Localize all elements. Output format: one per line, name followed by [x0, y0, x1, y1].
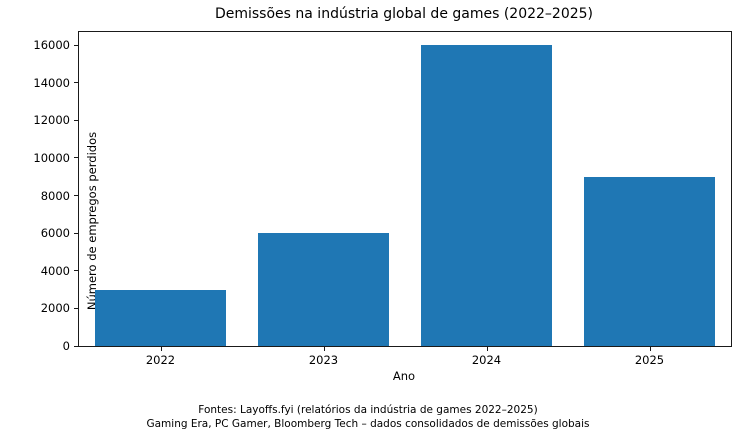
y-tick-label-14000: 14000: [33, 75, 70, 90]
x-tick-label-2024: 2024: [471, 353, 502, 367]
y-tick-label-8000: 8000: [40, 188, 70, 203]
y-tick-label-6000: 6000: [40, 226, 70, 241]
source-footer-line2: Gaming Era, PC Gamer, Bloomberg Tech – d…: [146, 418, 590, 430]
bar-2023: [258, 233, 389, 346]
y-tick-label-4000: 4000: [40, 263, 70, 278]
x-tick-mark-2022: [160, 347, 162, 351]
source-footer: Fontes: Layoffs.fyi (relatórios da indús…: [0, 403, 736, 431]
x-tick-mark-2023: [323, 347, 325, 351]
y-tick-mark-10000: [74, 157, 78, 159]
y-tick-label-0: 0: [62, 339, 70, 353]
y-tick-label-12000: 12000: [33, 113, 70, 128]
y-tick-mark-6000: [74, 232, 78, 234]
x-tick-label-2023: 2023: [308, 353, 339, 367]
bar-2022: [95, 289, 226, 346]
y-tick-label-2000: 2000: [40, 301, 70, 316]
source-footer-line1: Fontes: Layoffs.fyi (relatórios da indús…: [198, 404, 538, 416]
y-tick-mark-2000: [74, 307, 78, 309]
y-tick-mark-4000: [74, 270, 78, 272]
y-tick-mark-8000: [74, 195, 78, 197]
x-tick-mark-2025: [649, 347, 651, 351]
plot-area: Número de empregos perdidos 2022 2023 2024…: [33, 31, 732, 367]
y-tick-label-10000: 10000: [33, 150, 70, 165]
x-axis-label: Ano: [392, 369, 416, 383]
y-tick-label-16000: 16000: [33, 38, 70, 53]
y-tick-mark-16000: [74, 44, 78, 46]
y-tick-mark-0: [74, 345, 78, 347]
bar-2025: [584, 176, 715, 346]
bar-2024: [421, 45, 552, 346]
x-tick-label-2022: 2022: [145, 353, 176, 367]
x-tick-label-2025: 2025: [634, 353, 665, 367]
y-tick-mark-12000: [74, 119, 78, 121]
chart-title: Demissões na indústria global de games (…: [214, 6, 594, 22]
y-tick-mark-14000: [74, 82, 78, 84]
x-tick-mark-2024: [486, 347, 488, 351]
